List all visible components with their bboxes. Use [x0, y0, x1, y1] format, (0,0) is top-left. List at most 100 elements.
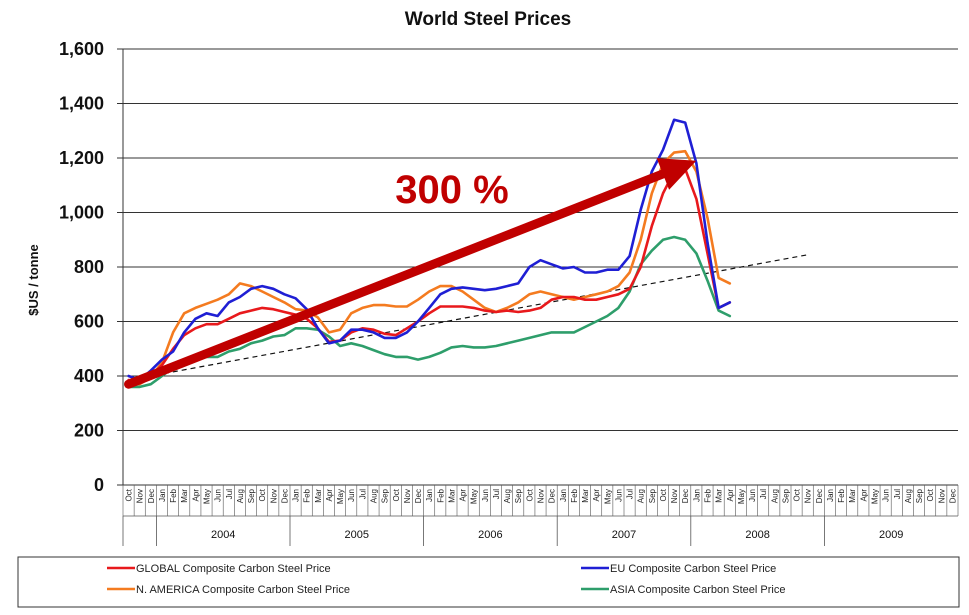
y-tick-label: 200	[74, 421, 104, 441]
year-label: 2007	[612, 529, 636, 541]
month-tick-label: Aug	[904, 489, 913, 503]
month-tick-label: Nov	[537, 489, 546, 503]
month-tick-label: Jul	[358, 489, 367, 499]
month-tick-label: Jul	[492, 489, 501, 499]
legend-box	[17, 556, 960, 608]
series-line-1	[127, 167, 732, 383]
y-tick-labels: 0 200 400 600 800 1,000 1,200 1,400 1,600	[59, 39, 104, 495]
y-tick-label: 1,200	[59, 148, 104, 168]
month-tick-label: Jun	[748, 489, 757, 502]
month-tick-label: May	[336, 489, 345, 504]
growth-arrow-group: 300 %	[124, 158, 697, 389]
month-tick-label: Dec	[815, 489, 824, 503]
year-label: 2006	[478, 529, 502, 541]
month-tick-label: Oct	[392, 488, 401, 501]
month-tick-label: Jun	[481, 489, 490, 502]
month-tick-label: Mar	[581, 489, 590, 503]
month-tick-label: Dec	[681, 489, 690, 503]
month-tick-label: Jan	[292, 489, 301, 502]
y-tick-label: 0	[94, 475, 104, 495]
month-tick-label: Sep	[247, 488, 256, 503]
month-tick-label: Mar	[447, 489, 456, 503]
legend-entry: EU Composite Carbon Steel Price	[610, 563, 776, 575]
month-tick-label: Feb	[303, 488, 312, 502]
month-tick-label: Oct	[525, 488, 534, 501]
month-tick-label: Oct	[125, 488, 134, 501]
series-lines	[127, 118, 732, 389]
month-tick-label: Nov	[269, 489, 278, 503]
month-tick-label: Jul	[225, 489, 234, 499]
month-tick-label: Nov	[804, 489, 813, 503]
month-tick-label: Nov	[403, 489, 412, 503]
month-tick-label: Jul	[759, 489, 768, 499]
series-line-3	[127, 118, 732, 382]
month-tick-label: Jun	[882, 489, 891, 502]
year-label: 2008	[745, 529, 769, 541]
month-tick-label: Oct	[926, 488, 935, 501]
legend-entry: GLOBAL Composite Carbon Steel Price	[136, 563, 331, 575]
month-tick-label: Nov	[937, 489, 946, 503]
y-tick-label: 1,000	[59, 203, 104, 223]
trendline-group	[128, 254, 808, 381]
month-tick-label: Dec	[280, 489, 289, 503]
month-tick-label: May	[203, 489, 212, 504]
month-tick-label: Apr	[325, 489, 334, 502]
growth-arrow-shaft	[124, 169, 668, 389]
growth-arrow-head	[656, 158, 697, 190]
series-line-2	[127, 149, 732, 386]
legend: GLOBAL Composite Carbon Steel Price N. AM…	[17, 556, 960, 608]
year-label: 2005	[345, 529, 369, 541]
month-tick-label: Dec	[548, 489, 557, 503]
month-tick-label: Oct	[793, 488, 802, 501]
y-tick-label: 400	[74, 366, 104, 386]
month-tick-label: Apr	[191, 489, 200, 502]
month-tick-label: Jan	[425, 489, 434, 502]
month-tick-label: May	[871, 489, 880, 504]
series-line-4	[127, 235, 732, 389]
month-tick-label: Feb	[570, 488, 579, 502]
month-tick-label: Jul	[893, 489, 902, 499]
month-tick-label: Jun	[214, 489, 223, 502]
month-tick-label: Apr	[726, 489, 735, 502]
month-tick-label: Jan	[559, 489, 568, 502]
month-tick-label: Nov	[670, 489, 679, 503]
month-tick-label: May	[737, 489, 746, 504]
month-tick-label: Sep	[514, 488, 523, 503]
month-tick-label: Aug	[503, 489, 512, 503]
month-tick-label: Aug	[637, 489, 646, 503]
year-label: 2009	[879, 529, 903, 541]
month-tick-label: Aug	[370, 489, 379, 503]
month-tick-label: Dec	[147, 489, 156, 503]
month-tick-label: Aug	[770, 489, 779, 503]
month-tick-label: Mar	[314, 489, 323, 503]
month-tick-label: May	[470, 489, 479, 504]
month-tick-label: Aug	[236, 489, 245, 503]
month-tick-label: Jan	[158, 489, 167, 502]
growth-annotation: 300 %	[395, 168, 508, 212]
y-tick-label: 1,400	[59, 94, 104, 114]
chart-title: World Steel Prices	[405, 9, 572, 30]
y-tick-label: 800	[74, 257, 104, 277]
month-tick-label: Oct	[659, 488, 668, 501]
x-axis: Oct Nov Dec Jan Feb Mar Apr May Jun Jul Aug Sep Oct N…	[122, 485, 959, 546]
month-tick-label: Feb	[704, 488, 713, 502]
month-tick-label: Dec	[414, 489, 423, 503]
month-tick-label: Nov	[136, 489, 145, 503]
month-tick-label: Jan	[826, 489, 835, 502]
month-tick-label: Mar	[715, 489, 724, 503]
month-tick-label: Sep	[648, 488, 657, 503]
month-tick-label: Jul	[626, 489, 635, 499]
month-tick-label: Sep	[381, 488, 390, 503]
month-tick-label: Feb	[169, 488, 178, 502]
month-tick-label: Sep	[915, 488, 924, 503]
month-tick-label: Jun	[347, 489, 356, 502]
legend-entry: ASIA Composite Carbon Steel Price	[610, 584, 785, 596]
month-tick-label: Apr	[459, 489, 468, 502]
month-tick-label: May	[603, 489, 612, 504]
month-tick-label: Feb	[837, 488, 846, 502]
month-tick-label: Mar	[180, 489, 189, 503]
month-tick-label: Apr	[859, 489, 868, 502]
legend-entry: N. AMERICA Composite Carbon Steel Price	[136, 584, 350, 596]
month-tick-label: Sep	[781, 488, 790, 503]
